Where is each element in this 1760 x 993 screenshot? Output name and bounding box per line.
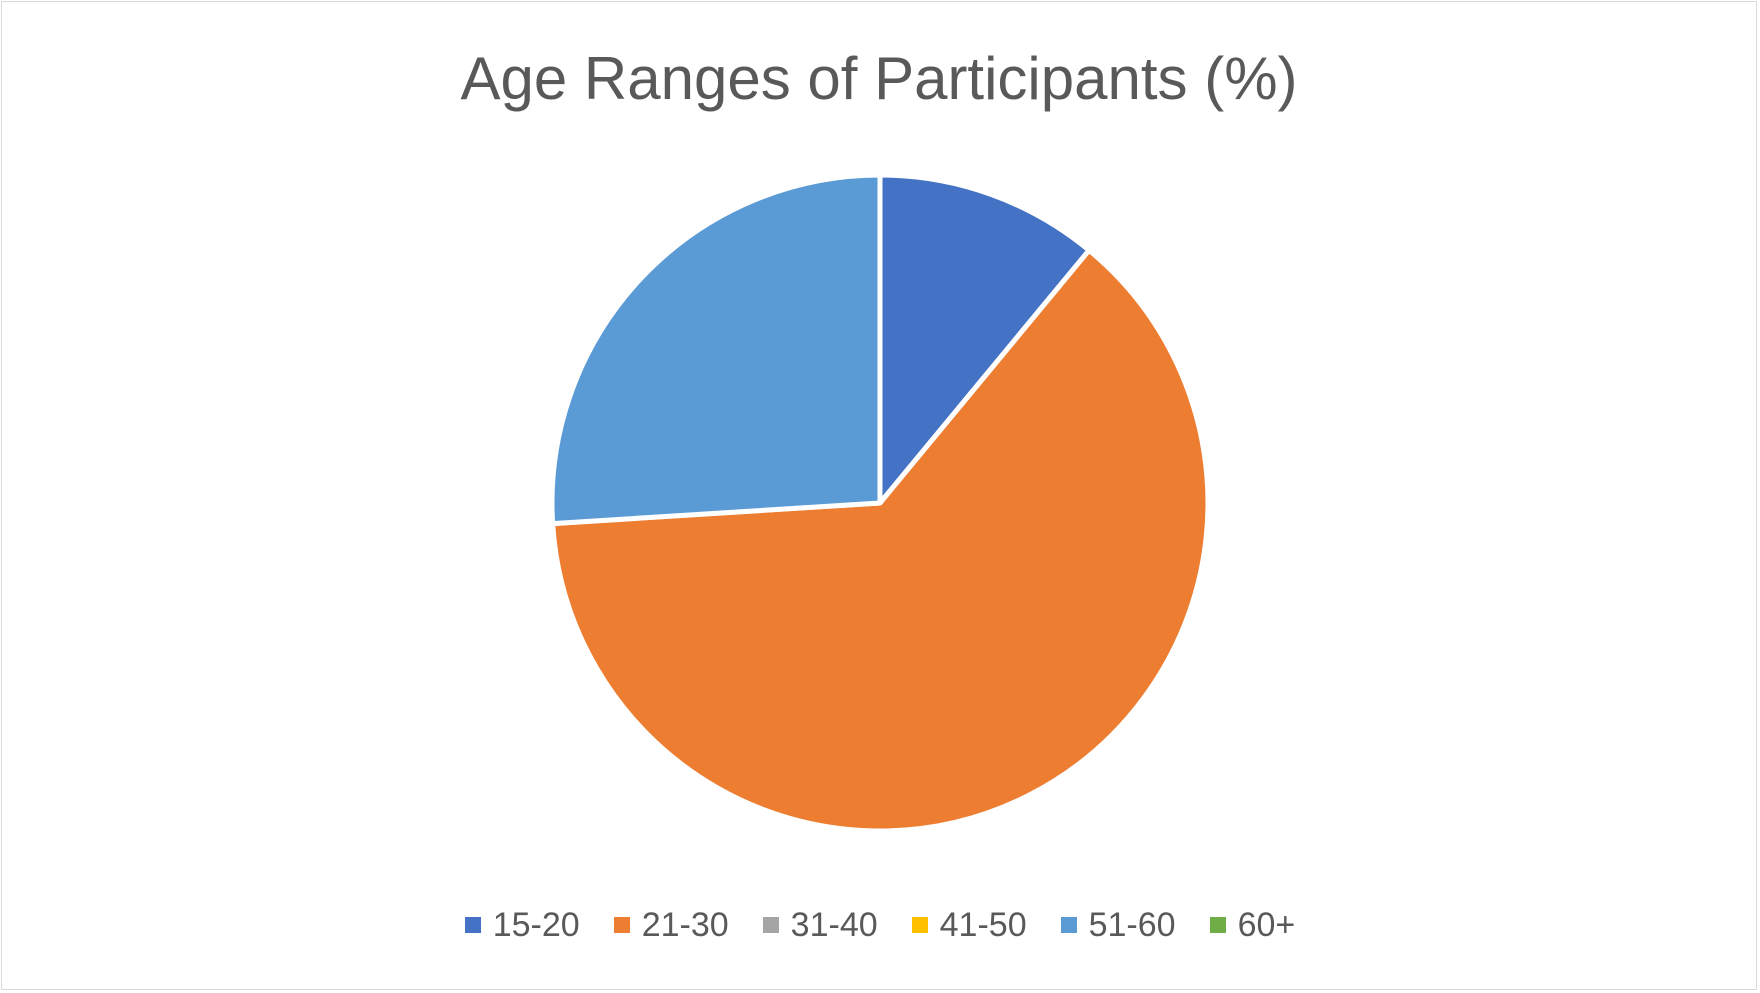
legend-swatch (1060, 917, 1077, 933)
legend-item-60-plus[interactable]: 60+ (1209, 905, 1296, 945)
legend: 15-20 21-30 31-40 41-50 51-60 60+ (0, 900, 1760, 950)
legend-label: 51-60 (1088, 905, 1176, 944)
chart-title: Age Ranges of Participants (%) (460, 45, 1298, 112)
legend-label: 21-30 (641, 905, 729, 944)
legend-item-51-60[interactable]: 51-60 (1060, 905, 1176, 945)
legend-label: 31-40 (790, 905, 878, 944)
legend-swatch (613, 917, 630, 933)
legend-item-41-50[interactable]: 41-50 (911, 905, 1027, 945)
legend-item-21-30[interactable]: 21-30 (613, 905, 729, 945)
legend-swatch (911, 917, 928, 933)
legend-swatch (464, 917, 481, 933)
legend-swatch (762, 917, 779, 933)
pie-slices (549, 172, 1211, 834)
pie-slice-51-60[interactable] (549, 172, 883, 527)
legend-label: 15-20 (492, 905, 580, 944)
legend-item-15-20[interactable]: 15-20 (464, 905, 580, 945)
pie-slice-15-20[interactable] (877, 172, 1092, 506)
legend-swatch (1209, 917, 1226, 933)
legend-label: 41-50 (939, 905, 1027, 944)
legend-label: 60+ (1237, 905, 1296, 944)
legend-item-31-40[interactable]: 31-40 (762, 905, 878, 945)
pie-slice-21-30[interactable] (550, 247, 1211, 834)
